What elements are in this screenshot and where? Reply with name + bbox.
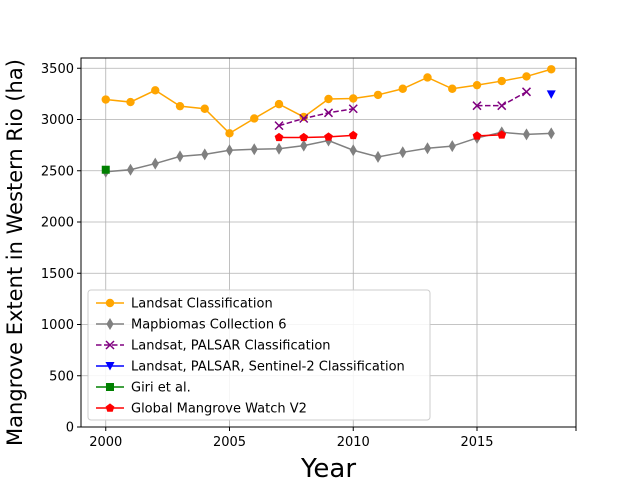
data-point: [151, 86, 160, 95]
data-point: [274, 121, 284, 131]
series-line: [278, 108, 354, 127]
data-point: [324, 94, 333, 104]
data-point: [200, 104, 209, 113]
legend-label: Global Mangrove Watch V2: [131, 402, 307, 417]
x-tick-label: 2005: [213, 435, 246, 450]
data-point: [323, 108, 334, 118]
y-tick-label: 1000: [41, 318, 74, 333]
data-point: [275, 142, 283, 155]
data-point: [398, 84, 407, 93]
series-3: [546, 90, 556, 99]
data-point: [274, 132, 284, 142]
legend-box: [87, 289, 431, 421]
data-point: [472, 80, 482, 90]
legend-label: Mapbiomas Collection 6: [131, 318, 287, 333]
data-point: [472, 131, 482, 140]
data-point: [151, 157, 159, 170]
data-point: [399, 146, 407, 159]
series-layer: [101, 65, 556, 178]
data-point: [101, 165, 110, 174]
plot-area: [80, 57, 577, 428]
data-point: [349, 94, 358, 103]
data-point: [472, 101, 482, 111]
series-2: [274, 87, 532, 131]
x-tick-label: 2015: [460, 435, 493, 450]
legend-label: Landsat, PALSAR, Sentinel-2 Classificati…: [131, 360, 405, 375]
legend-label: Landsat Classification: [131, 297, 273, 312]
series-4: [101, 165, 110, 174]
data-point: [126, 97, 135, 107]
data-point: [522, 128, 531, 141]
y-axis-title: Mangrove Extent in Western Rio (ha): [3, 59, 27, 446]
legend-entry: Landsat, PALSAR Classification: [96, 339, 331, 354]
data-point: [201, 148, 209, 161]
data-point: [324, 132, 333, 141]
data-point: [373, 90, 383, 100]
x-tick-label: 2010: [337, 435, 370, 450]
data-point: [423, 142, 432, 155]
y-tick-label: 500: [49, 369, 74, 384]
data-point: [423, 73, 432, 82]
data-point: [546, 90, 556, 99]
y-tick-label: 0: [66, 421, 74, 436]
legend-marker: [105, 403, 115, 412]
data-point: [126, 163, 135, 176]
data-point: [497, 130, 507, 139]
data-point: [175, 101, 185, 111]
data-point: [547, 65, 556, 74]
y-tick-label: 3500: [41, 62, 74, 77]
data-point: [299, 132, 309, 142]
data-point: [274, 99, 284, 109]
series-line: [279, 134, 354, 139]
y-tick-label: 3000: [41, 113, 74, 128]
y-tick-label: 2500: [41, 164, 74, 179]
series-0: [101, 65, 556, 138]
legend-marker: [105, 340, 115, 350]
series-line: [477, 91, 527, 107]
data-point: [348, 130, 358, 140]
data-point: [300, 139, 308, 152]
data-point: [299, 112, 308, 122]
data-point: [497, 101, 507, 111]
series-5: [274, 130, 507, 142]
data-point: [349, 144, 357, 157]
legend-marker: [105, 298, 115, 308]
y-tick-label: 1500: [41, 267, 74, 282]
data-point: [497, 76, 506, 86]
x-tick-label: 2000: [89, 435, 122, 450]
legend-entry: Mapbiomas Collection 6: [96, 318, 287, 333]
legend-marker: [105, 362, 115, 371]
series-line: [476, 134, 502, 137]
legend-entry: Landsat Classification: [96, 297, 273, 312]
data-point: [374, 150, 382, 163]
data-point: [448, 140, 456, 153]
data-point: [225, 144, 234, 157]
legend-entry: Global Mangrove Watch V2: [96, 402, 307, 417]
legend-label: Landsat, PALSAR Classification: [131, 339, 331, 354]
legend-marker: [106, 383, 114, 391]
legend-entry: Giri et al.: [96, 381, 191, 396]
legend-label: Giri et al.: [131, 381, 191, 396]
legend-marker: [106, 318, 114, 330]
data-point: [101, 95, 110, 104]
data-point: [522, 72, 531, 81]
data-point: [299, 113, 309, 124]
data-point: [547, 127, 555, 140]
x-axis-title: Year: [300, 454, 356, 480]
legend: Landsat Classification Mapbiomas Collecti…: [87, 289, 431, 421]
data-point: [521, 87, 532, 97]
ticks: 2000 2005 2010 2015 0 500 1000 1500 2000 2500 3000…: [41, 62, 577, 450]
data-point: [250, 114, 259, 123]
data-point: [225, 129, 234, 138]
data-point: [176, 150, 184, 163]
legend-entry: Landsat, PALSAR, Sentinel-2 Classificati…: [96, 360, 405, 375]
data-point: [250, 143, 258, 156]
data-point: [448, 84, 457, 93]
data-point: [348, 104, 358, 114]
y-tick-label: 2000: [41, 216, 74, 231]
